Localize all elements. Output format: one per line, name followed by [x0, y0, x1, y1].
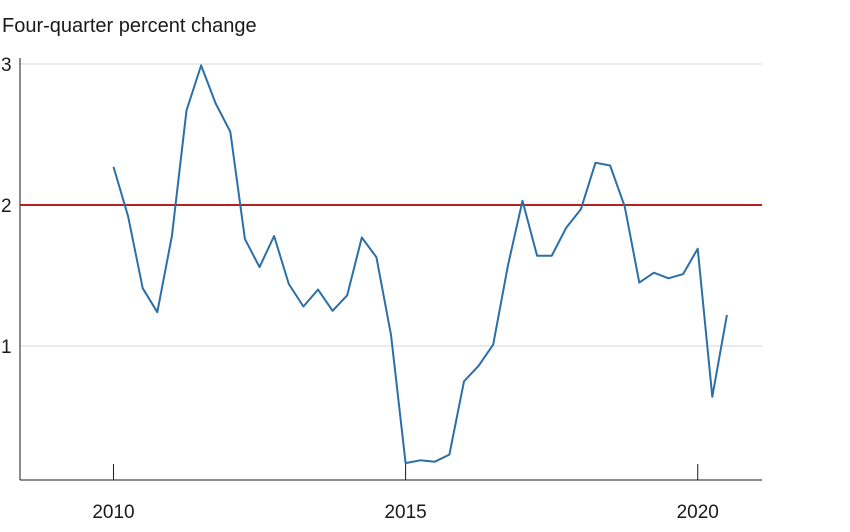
- data-point: [726, 314, 728, 316]
- data-point: [492, 344, 494, 346]
- data-point: [375, 256, 377, 258]
- data-point: [186, 110, 188, 112]
- chart-title: Four-quarter percent change: [2, 15, 257, 37]
- data-point: [244, 238, 246, 240]
- data-point: [200, 64, 202, 66]
- data-point: [405, 462, 407, 464]
- data-point: [288, 283, 290, 285]
- data-point: [565, 227, 567, 229]
- data-point: [434, 461, 436, 463]
- data-point: [711, 396, 713, 398]
- data-point: [594, 162, 596, 164]
- data-point: [171, 235, 173, 237]
- data-point: [215, 102, 217, 104]
- y-tick-label: 2: [1, 196, 12, 217]
- y-tick-label: 3: [1, 55, 12, 76]
- data-point: [332, 310, 334, 312]
- y-tick-label: 1: [1, 337, 12, 358]
- data-point: [361, 236, 363, 238]
- x-tick-label: 2020: [677, 502, 719, 523]
- data-point: [521, 200, 523, 202]
- data-point: [653, 272, 655, 274]
- data-point: [390, 334, 392, 336]
- data-point: [624, 205, 626, 207]
- series-line: [112, 64, 728, 465]
- data-point: [478, 365, 480, 367]
- data-point: [448, 454, 450, 456]
- axes: [19, 58, 762, 481]
- x-tick-label: 2010: [92, 502, 134, 523]
- data-point: [127, 215, 129, 217]
- data-point: [638, 282, 640, 284]
- series-group: [112, 64, 728, 465]
- data-point: [317, 289, 319, 291]
- data-point: [507, 265, 509, 267]
- data-point: [580, 208, 582, 210]
- data-point: [697, 248, 699, 250]
- data-point: [682, 273, 684, 275]
- data-point: [302, 306, 304, 308]
- data-point: [259, 266, 261, 268]
- data-point: [229, 131, 231, 133]
- data-point: [551, 255, 553, 257]
- data-point: [668, 277, 670, 279]
- data-point: [463, 380, 465, 382]
- x-tick-label: 2015: [384, 502, 426, 523]
- data-point: [346, 294, 348, 296]
- data-point: [419, 459, 421, 461]
- data-point: [156, 311, 158, 313]
- data-point: [142, 287, 144, 289]
- data-point: [273, 235, 275, 237]
- tick-labels: 1 2 3 2010 2015 2020: [1, 55, 719, 523]
- data-point: [112, 166, 114, 168]
- data-point: [536, 255, 538, 257]
- data-point: [609, 165, 611, 167]
